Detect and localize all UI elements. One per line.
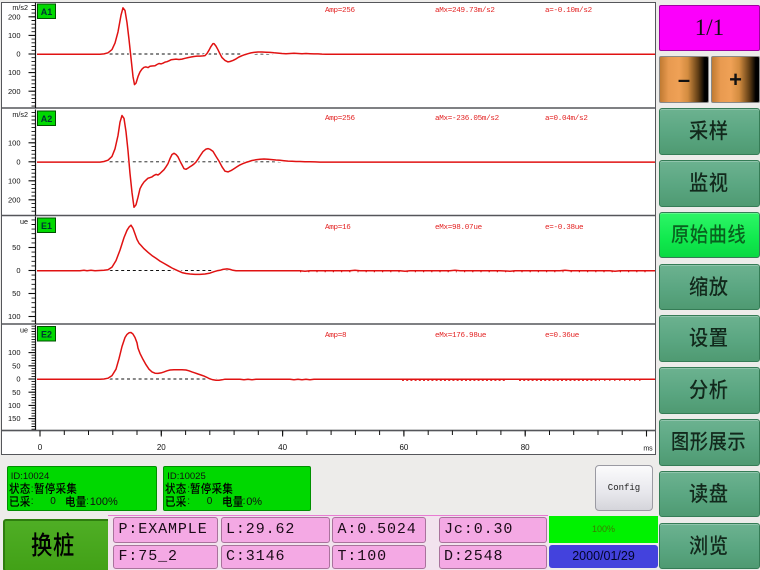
svg-text:50: 50	[12, 388, 20, 397]
svg-text:40: 40	[278, 443, 287, 452]
svg-text:20: 20	[157, 443, 166, 452]
svg-text:m/s2: m/s2	[12, 110, 28, 119]
svg-text:200: 200	[8, 195, 21, 204]
svg-text:100: 100	[8, 176, 21, 185]
svg-text:eMx=98.07ue: eMx=98.07ue	[435, 224, 483, 232]
svg-text:aMx=-236.05m/s2: aMx=-236.05m/s2	[435, 115, 500, 123]
svg-text:A2: A2	[41, 114, 53, 124]
svg-text:Amp=256: Amp=256	[325, 7, 356, 15]
svg-text:0: 0	[16, 157, 20, 166]
svg-text:100: 100	[8, 68, 21, 77]
svg-text:0: 0	[16, 50, 20, 59]
svg-text:50: 50	[12, 289, 20, 298]
svg-text:50: 50	[12, 243, 20, 252]
svg-text:a=-0.10m/s2: a=-0.10m/s2	[545, 7, 593, 15]
svg-text:0: 0	[38, 443, 43, 452]
svg-text:50: 50	[12, 361, 20, 370]
svg-text:Amp=8: Amp=8	[325, 332, 347, 340]
svg-text:Amp=16: Amp=16	[325, 224, 351, 232]
svg-text:a=0.04m/s2: a=0.04m/s2	[545, 115, 588, 123]
svg-text:100: 100	[8, 31, 21, 40]
svg-text:100: 100	[8, 348, 21, 357]
svg-text:E2: E2	[41, 330, 52, 340]
svg-text:100: 100	[8, 401, 21, 410]
svg-text:150: 150	[8, 414, 21, 423]
svg-text:aMx=249.73m/s2: aMx=249.73m/s2	[435, 7, 495, 15]
svg-text:E1: E1	[41, 221, 52, 231]
svg-text:ms: ms	[643, 446, 653, 453]
svg-text:Amp=256: Amp=256	[325, 115, 356, 123]
svg-text:m/s2: m/s2	[12, 3, 28, 12]
svg-text:100: 100	[8, 312, 21, 321]
svg-text:e=0.36ue: e=0.36ue	[545, 332, 580, 340]
svg-text:0: 0	[16, 375, 20, 384]
svg-text:ue: ue	[20, 326, 28, 335]
svg-text:eMx=176.98ue: eMx=176.98ue	[435, 332, 487, 340]
svg-text:80: 80	[521, 443, 530, 452]
svg-text:60: 60	[399, 443, 408, 452]
svg-text:ue: ue	[20, 217, 28, 226]
svg-text:200: 200	[8, 87, 21, 96]
svg-text:100: 100	[8, 138, 21, 147]
svg-text:e=-0.38ue: e=-0.38ue	[545, 224, 584, 232]
svg-text:0: 0	[16, 266, 20, 275]
svg-text:200: 200	[8, 12, 21, 21]
svg-text:A1: A1	[41, 7, 53, 17]
